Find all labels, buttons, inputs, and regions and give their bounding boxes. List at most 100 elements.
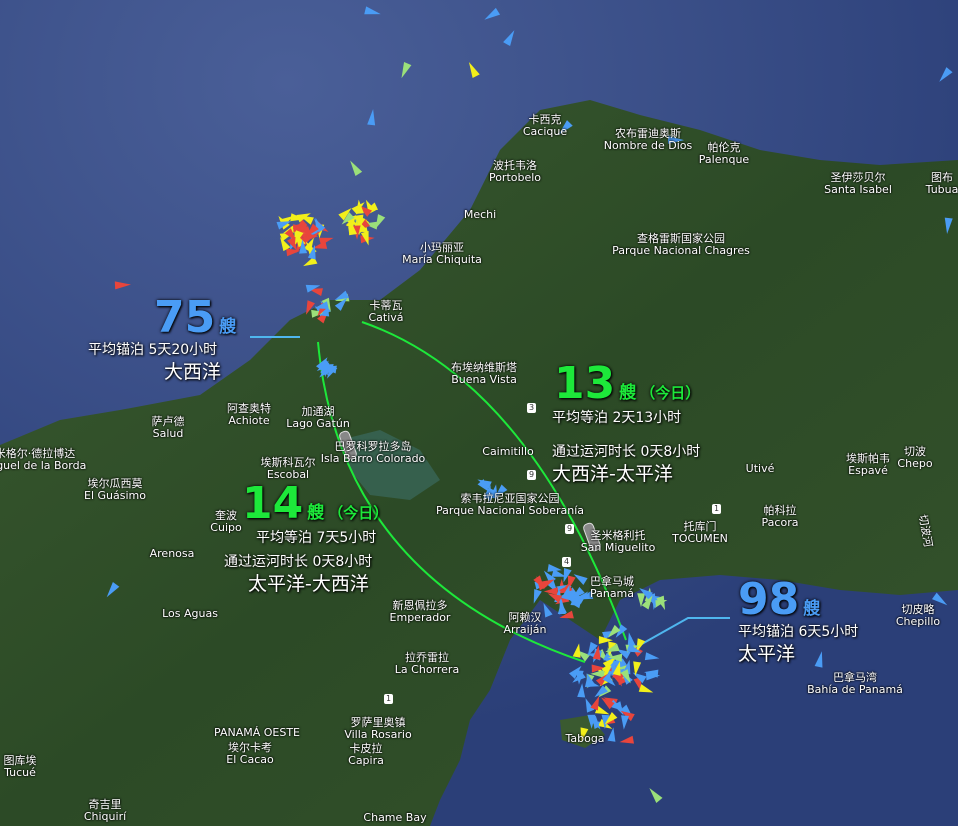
ship-marker[interactable] bbox=[303, 223, 319, 240]
ship-marker[interactable] bbox=[592, 685, 608, 700]
ship-marker[interactable] bbox=[638, 684, 655, 696]
ship-marker[interactable] bbox=[291, 230, 304, 246]
ship-marker[interactable] bbox=[633, 677, 646, 693]
ship-marker[interactable] bbox=[530, 589, 542, 605]
ship-marker[interactable] bbox=[477, 479, 493, 495]
ship-marker[interactable] bbox=[483, 484, 494, 500]
ship-marker[interactable] bbox=[570, 591, 579, 606]
ship-marker[interactable] bbox=[607, 727, 618, 742]
ship-marker[interactable] bbox=[339, 212, 355, 227]
ship-marker[interactable] bbox=[584, 641, 598, 658]
ship-marker[interactable] bbox=[398, 61, 412, 80]
ship-marker[interactable] bbox=[626, 637, 636, 652]
ship-marker[interactable] bbox=[333, 290, 349, 304]
ship-marker[interactable] bbox=[482, 7, 501, 23]
ship-marker[interactable] bbox=[560, 567, 572, 584]
ship-marker[interactable] bbox=[476, 476, 492, 489]
ship-marker[interactable] bbox=[347, 220, 357, 236]
ship-marker[interactable] bbox=[577, 591, 594, 603]
ship-marker[interactable] bbox=[632, 638, 646, 654]
ship-marker[interactable] bbox=[533, 574, 547, 591]
ship-marker[interactable] bbox=[551, 569, 568, 581]
ship-marker[interactable] bbox=[284, 228, 300, 244]
ship-marker[interactable] bbox=[931, 592, 950, 609]
ship-marker[interactable] bbox=[276, 217, 293, 230]
ship-marker[interactable] bbox=[571, 571, 588, 585]
ship-marker[interactable] bbox=[503, 28, 518, 47]
ship-marker[interactable] bbox=[568, 663, 584, 679]
transit-ship-icon[interactable] bbox=[339, 430, 358, 460]
ship-marker[interactable] bbox=[577, 727, 589, 742]
ship-marker[interactable] bbox=[612, 624, 628, 640]
ship-marker[interactable] bbox=[601, 714, 610, 729]
ship-marker[interactable] bbox=[367, 109, 377, 126]
ship-marker[interactable] bbox=[334, 295, 350, 311]
ship-marker[interactable] bbox=[644, 668, 659, 678]
ship-marker[interactable] bbox=[313, 301, 329, 312]
ship-marker[interactable] bbox=[612, 660, 624, 676]
ship-marker[interactable] bbox=[641, 593, 656, 610]
ship-marker[interactable] bbox=[637, 585, 653, 600]
ship-marker[interactable] bbox=[277, 235, 291, 252]
ship-marker[interactable] bbox=[318, 361, 334, 372]
ship-marker[interactable] bbox=[465, 60, 480, 79]
ship-marker[interactable] bbox=[599, 694, 615, 710]
ship-marker[interactable] bbox=[667, 135, 684, 144]
ship-marker[interactable] bbox=[943, 217, 953, 235]
ship-marker[interactable] bbox=[364, 6, 381, 18]
ship-marker[interactable] bbox=[591, 664, 606, 673]
ship-marker[interactable] bbox=[645, 671, 661, 681]
ship-marker[interactable] bbox=[543, 587, 558, 596]
ship-marker[interactable] bbox=[587, 714, 596, 729]
ship-marker[interactable] bbox=[308, 285, 323, 297]
ship-marker[interactable] bbox=[296, 210, 312, 223]
ship-marker[interactable] bbox=[594, 705, 611, 718]
ship-marker[interactable] bbox=[630, 669, 647, 684]
ship-marker[interactable] bbox=[602, 712, 618, 727]
ship-marker[interactable] bbox=[360, 230, 373, 247]
ship-marker[interactable] bbox=[546, 590, 563, 603]
ship-marker[interactable] bbox=[298, 239, 308, 254]
ship-marker[interactable] bbox=[561, 584, 574, 600]
ship-marker[interactable] bbox=[604, 643, 620, 655]
ship-marker[interactable] bbox=[558, 610, 574, 622]
ship-marker[interactable] bbox=[347, 158, 363, 177]
transit-ship-icon[interactable] bbox=[583, 522, 602, 552]
ship-marker[interactable] bbox=[612, 672, 625, 688]
ship-marker[interactable] bbox=[302, 300, 315, 316]
ship-marker[interactable] bbox=[556, 120, 573, 137]
ship-marker[interactable] bbox=[646, 785, 663, 803]
ship-marker[interactable] bbox=[631, 661, 642, 676]
ship-marker[interactable] bbox=[301, 225, 316, 242]
ship-marker[interactable] bbox=[590, 695, 602, 711]
ship-marker[interactable] bbox=[590, 669, 605, 678]
ship-marker[interactable] bbox=[936, 67, 953, 84]
ship-marker[interactable] bbox=[492, 484, 508, 500]
ship-marker[interactable] bbox=[355, 199, 364, 214]
ship-marker[interactable] bbox=[620, 669, 635, 685]
ship-marker[interactable] bbox=[570, 671, 586, 686]
ship-marker[interactable] bbox=[307, 244, 319, 260]
ship-marker[interactable] bbox=[814, 650, 826, 668]
ship-marker[interactable] bbox=[372, 214, 386, 230]
ship-marker[interactable] bbox=[622, 659, 634, 675]
ship-marker[interactable] bbox=[602, 654, 619, 670]
ship-marker[interactable] bbox=[605, 624, 621, 641]
ship-marker[interactable] bbox=[637, 593, 646, 608]
ship-marker[interactable] bbox=[103, 581, 120, 600]
ship-marker[interactable] bbox=[305, 281, 322, 293]
ship-marker[interactable] bbox=[592, 645, 603, 660]
ship-marker[interactable] bbox=[572, 643, 583, 658]
ship-marker[interactable] bbox=[644, 652, 660, 662]
ship-marker[interactable] bbox=[598, 635, 613, 644]
ship-marker[interactable] bbox=[577, 683, 586, 698]
ship-marker[interactable] bbox=[619, 735, 635, 746]
ship-marker[interactable] bbox=[547, 564, 562, 574]
ship-marker[interactable] bbox=[620, 715, 630, 730]
ship-marker[interactable] bbox=[312, 241, 328, 252]
ship-marker[interactable] bbox=[569, 586, 585, 602]
ship-marker[interactable] bbox=[607, 653, 623, 662]
ship-marker[interactable] bbox=[602, 673, 619, 689]
ship-marker[interactable] bbox=[656, 595, 668, 612]
